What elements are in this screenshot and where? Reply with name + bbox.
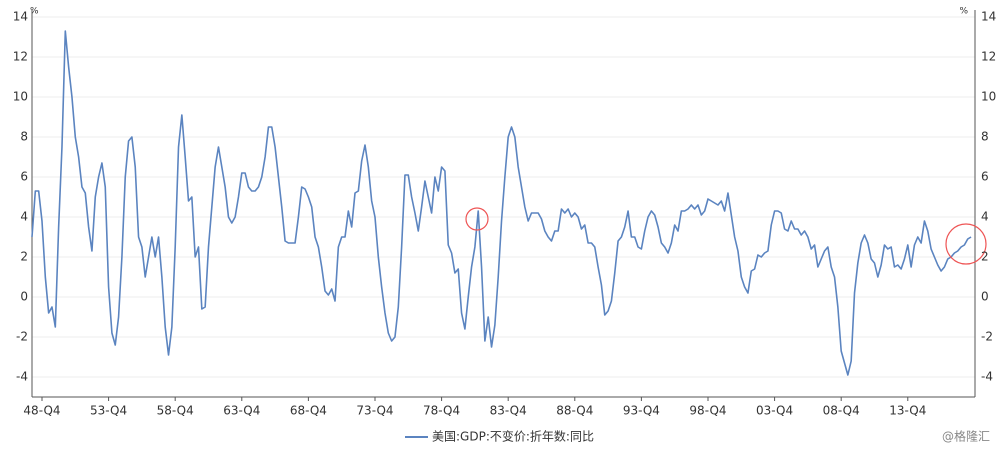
y-tick-label-right: 12 <box>981 50 996 64</box>
y-tick-label-left: 14 <box>13 10 28 24</box>
y-unit-right: % <box>959 7 968 17</box>
x-tick-label: 58-Q4 <box>157 404 194 418</box>
y-tick-label-right: -2 <box>981 330 993 344</box>
x-tick-label: 68-Q4 <box>290 404 327 418</box>
y-unit-left: % <box>30 7 39 17</box>
x-tick-label: 93-Q4 <box>623 404 660 418</box>
y-tick-label-right: -4 <box>981 370 993 384</box>
y-tick-label-left: -2 <box>16 330 28 344</box>
x-tick-label: 88-Q4 <box>556 404 593 418</box>
x-tick-label: 08-Q4 <box>823 404 860 418</box>
y-tick-label-left: 2 <box>20 250 28 264</box>
y-tick-label-right: 14 <box>981 10 996 24</box>
x-tick-label: 98-Q4 <box>689 404 726 418</box>
y-tick-label-right: 6 <box>981 170 989 184</box>
y-tick-label-right: 4 <box>981 210 989 224</box>
x-tick-label: 83-Q4 <box>490 404 527 418</box>
y-tick-label-left: 10 <box>13 90 28 104</box>
y-tick-label-left: 4 <box>20 210 28 224</box>
highlight-circle <box>465 207 489 231</box>
y-tick-label-right: 10 <box>981 90 996 104</box>
x-tick-label: 53-Q4 <box>90 404 127 418</box>
highlight-circle <box>945 223 987 265</box>
x-tick-label: 13-Q4 <box>889 404 926 418</box>
x-tick-label: 48-Q4 <box>23 404 60 418</box>
x-tick-label: 03-Q4 <box>756 404 793 418</box>
y-tick-label-left: -4 <box>16 370 28 384</box>
watermark: @格隆汇 <box>942 429 990 444</box>
y-tick-label-right: 8 <box>981 130 989 144</box>
grid <box>32 16 975 378</box>
series-line <box>31 30 972 376</box>
x-tick-label: 78-Q4 <box>423 404 460 418</box>
x-tick-label: 63-Q4 <box>223 404 260 418</box>
legend-label: 美国:GDP:不变价:折年数:同比 <box>432 429 594 444</box>
y-tick-label-left: 12 <box>13 50 28 64</box>
y-tick-label-right: 2 <box>981 250 989 264</box>
y-tick-label-left: 8 <box>20 130 28 144</box>
y-tick-label-right: 0 <box>981 290 989 304</box>
plot <box>31 30 972 376</box>
x-tick-label: 73-Q4 <box>356 404 393 418</box>
y-tick-label-left: 6 <box>20 170 28 184</box>
y-tick-label-left: 0 <box>20 290 28 304</box>
